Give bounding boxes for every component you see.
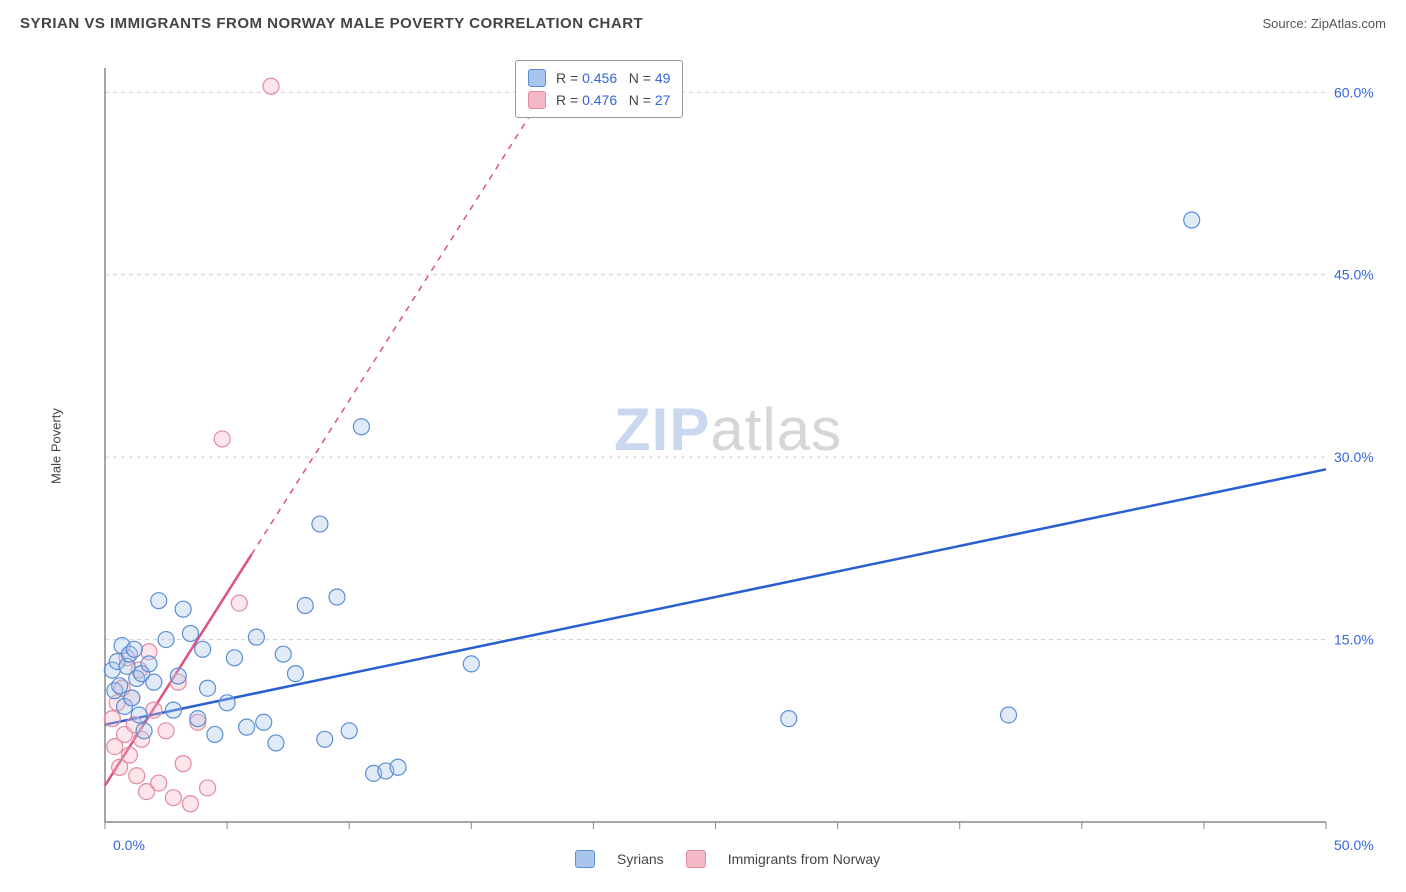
- series-legend: Syrians Immigrants from Norway: [575, 850, 880, 868]
- chart-container: 15.0%30.0%45.0%60.0%0.0%50.0% ZIPatlas R…: [55, 50, 1386, 872]
- svg-text:30.0%: 30.0%: [1334, 449, 1374, 465]
- swatch-norway: [528, 91, 546, 109]
- correlation-legend: R = 0.456 N = 49 R = 0.476 N = 27: [515, 60, 683, 118]
- svg-text:60.0%: 60.0%: [1334, 84, 1374, 100]
- header: SYRIAN VS IMMIGRANTS FROM NORWAY MALE PO…: [20, 15, 1386, 32]
- swatch-norway: [686, 850, 706, 868]
- legend-label-syrians: Syrians: [617, 851, 664, 867]
- svg-text:0.0%: 0.0%: [113, 837, 145, 853]
- swatch-syrians: [528, 69, 546, 87]
- legend-label-norway: Immigrants from Norway: [728, 851, 880, 867]
- scatter-plot: 15.0% 30.0% 45.0% 60.0% 0.0% 50.0%: [55, 50, 1386, 872]
- svg-text:50.0%: 50.0%: [1334, 837, 1374, 853]
- legend-row-norway: R = 0.476 N = 27: [528, 89, 670, 111]
- chart-title: SYRIAN VS IMMIGRANTS FROM NORWAY MALE PO…: [20, 15, 643, 32]
- svg-text:15.0%: 15.0%: [1334, 632, 1374, 648]
- source-attribution: Source: ZipAtlas.com: [1262, 16, 1386, 31]
- legend-row-syrians: R = 0.456 N = 49: [528, 67, 670, 89]
- svg-text:45.0%: 45.0%: [1334, 267, 1374, 283]
- swatch-syrians: [575, 850, 595, 868]
